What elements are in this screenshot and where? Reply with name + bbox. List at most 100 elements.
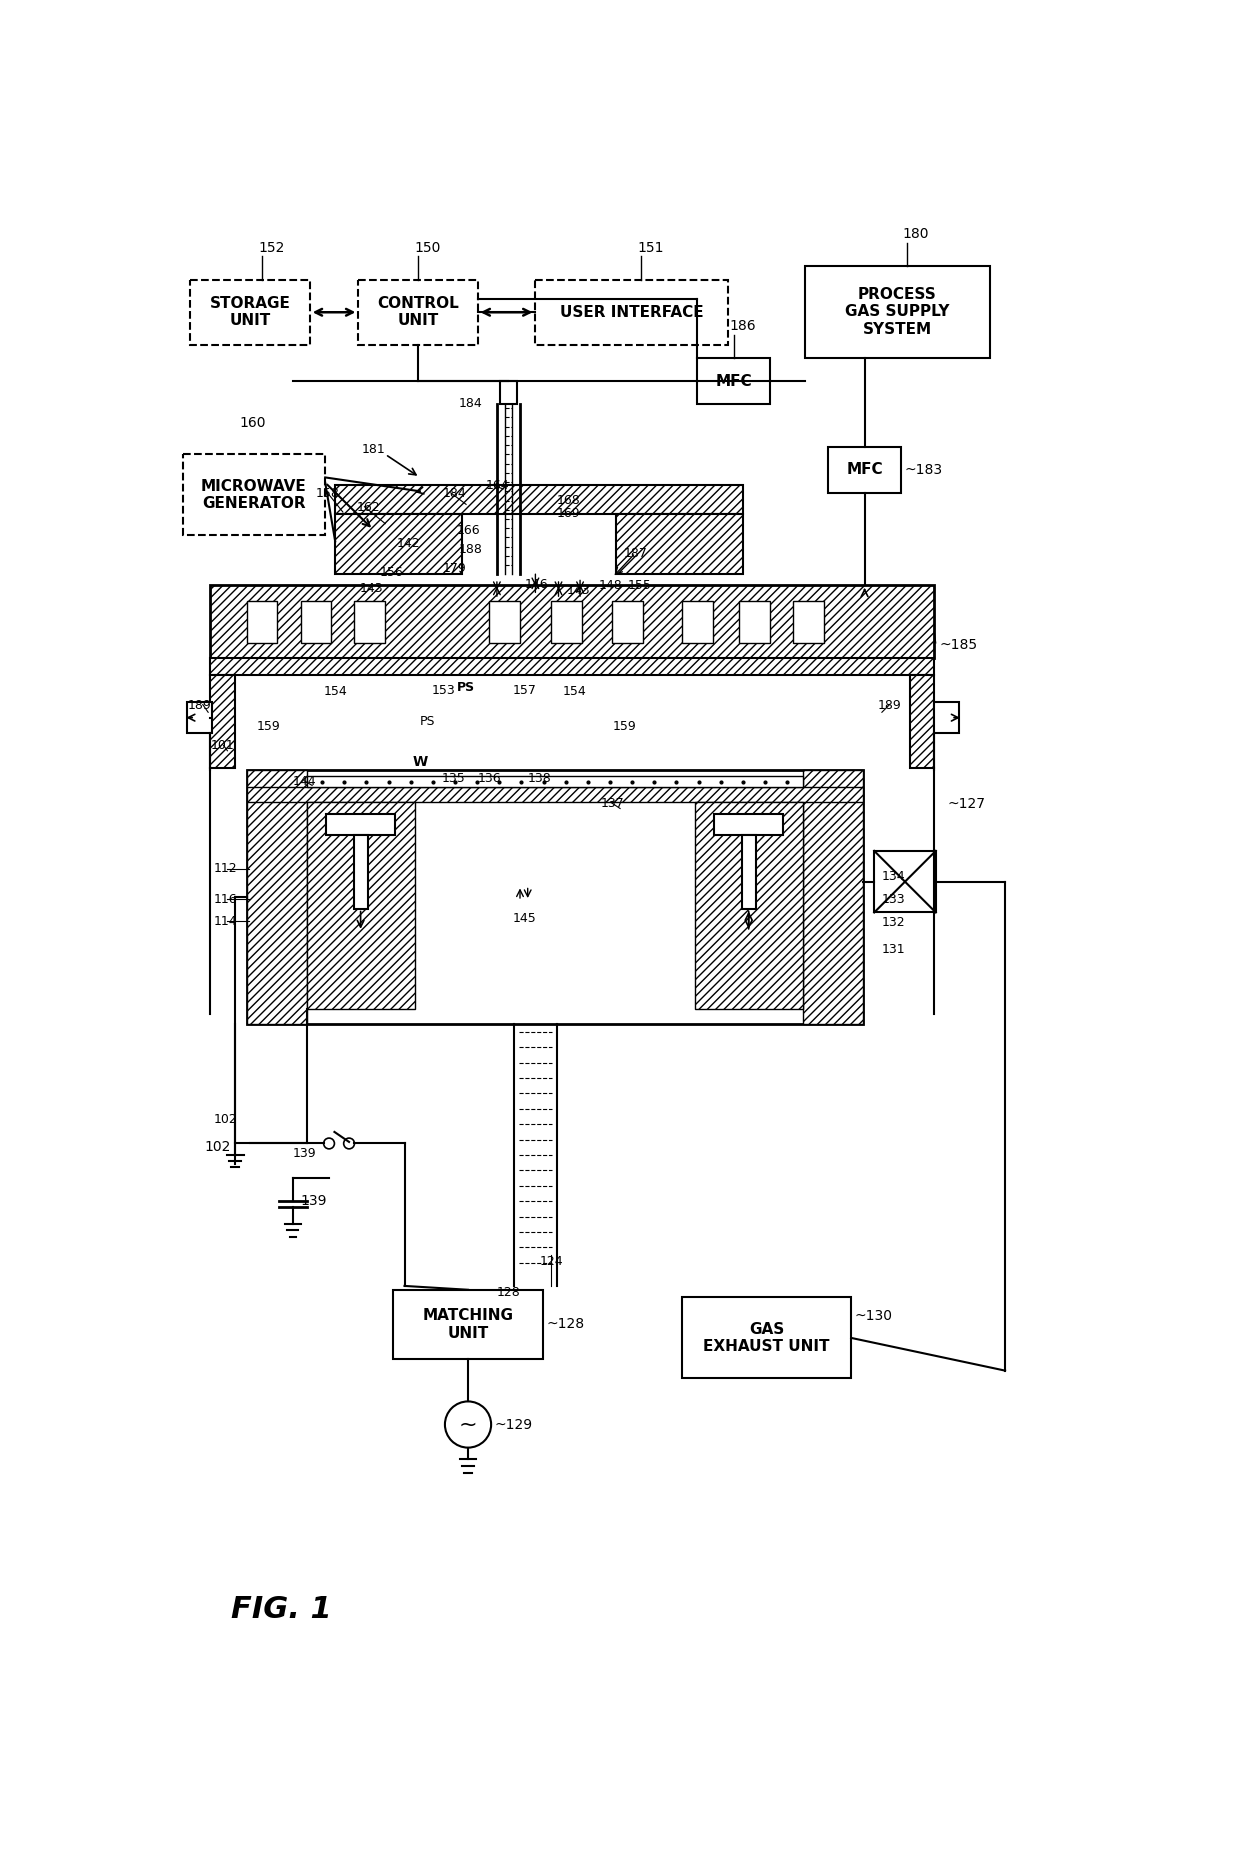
Text: 186: 186 [730,320,756,333]
Bar [742,836,755,908]
Bar [613,601,644,642]
Text: 136: 136 [477,772,501,785]
Bar [247,601,278,642]
Bar [355,601,386,642]
Text: 152: 152 [258,240,284,255]
Text: ~: ~ [459,1414,477,1435]
Bar [211,659,934,676]
Text: 132: 132 [882,916,905,929]
Text: 148: 148 [599,579,622,592]
Text: 137: 137 [601,797,625,810]
Bar [247,787,863,802]
Text: 160: 160 [239,415,267,430]
Bar [300,601,331,642]
Circle shape [445,1401,491,1448]
Text: STORAGE
UNIT: STORAGE UNIT [210,296,290,328]
Text: 146: 146 [525,577,548,590]
Bar [490,601,520,642]
Text: 189: 189 [878,700,901,713]
Bar [335,486,743,514]
Text: MICROWAVE
GENERATOR: MICROWAVE GENERATOR [201,478,306,512]
Text: 166: 166 [456,523,480,536]
Bar [536,279,728,344]
Text: W: W [412,756,428,769]
Text: 143: 143 [567,584,590,597]
Bar [874,850,936,912]
Text: 154: 154 [324,685,347,698]
Text: MFC: MFC [715,374,751,389]
Text: 102: 102 [205,1139,231,1154]
Text: 187: 187 [624,547,647,560]
Text: PROCESS
GAS SUPPLY
SYSTEM: PROCESS GAS SUPPLY SYSTEM [844,287,950,337]
Bar [306,776,802,787]
Bar [306,802,414,1009]
Text: 134: 134 [882,871,905,884]
Text: ~129: ~129 [495,1418,533,1431]
Text: 159: 159 [257,720,280,733]
Text: 139: 139 [293,1148,316,1159]
Text: 131: 131 [882,944,905,957]
Bar [794,601,825,642]
Bar [335,486,743,514]
Bar [393,1290,543,1359]
Bar [616,514,743,575]
Text: GAS
EXHAUST UNIT: GAS EXHAUST UNIT [703,1321,830,1355]
Text: 180: 180 [903,227,929,242]
Text: 179: 179 [443,562,466,575]
Bar [697,357,770,404]
Bar [306,802,414,1009]
Bar [211,676,236,769]
Bar [934,702,959,733]
Bar [714,813,784,836]
Bar [211,676,236,769]
Bar [500,382,517,404]
Text: 101: 101 [211,739,234,752]
Text: 112: 112 [213,862,237,875]
Text: ~130: ~130 [854,1308,893,1323]
Text: 133: 133 [882,893,905,906]
Circle shape [343,1139,355,1148]
Text: ~185: ~185 [940,638,978,651]
Bar [358,279,477,344]
Circle shape [324,1139,335,1148]
Bar [682,1297,851,1379]
Text: ~127: ~127 [947,797,986,811]
Bar [739,601,770,642]
Text: 143: 143 [360,582,383,596]
Text: 153: 153 [432,683,455,696]
Bar [802,770,863,1024]
Text: 138: 138 [528,772,552,785]
Bar [247,770,306,1024]
Bar [802,770,863,1024]
Text: 158: 158 [316,488,340,499]
Bar [682,601,713,642]
Text: 184: 184 [443,488,466,499]
Text: PS: PS [458,681,475,694]
Text: 159: 159 [613,720,636,733]
Text: 154: 154 [563,685,587,698]
Text: 151: 151 [637,240,663,255]
Text: 156: 156 [379,566,403,579]
Text: 150: 150 [414,240,440,255]
Bar [551,601,582,642]
Text: MATCHING
UNIT: MATCHING UNIT [423,1308,513,1340]
Text: 189: 189 [187,700,211,713]
Bar [326,813,396,836]
Bar [211,584,934,659]
Bar [335,514,463,575]
Text: ~128: ~128 [547,1318,585,1331]
Text: 181: 181 [362,443,386,456]
Bar [694,802,802,1009]
Text: PS: PS [420,715,435,728]
Text: 139: 139 [300,1193,327,1208]
Bar [616,514,743,575]
Text: FIG. 1: FIG. 1 [231,1595,332,1625]
Text: 164: 164 [485,478,508,491]
Bar [353,836,367,908]
Text: 184: 184 [459,396,482,409]
Text: 124: 124 [539,1254,563,1267]
Text: 114: 114 [213,916,237,929]
Bar [828,447,901,493]
Text: 157: 157 [512,683,536,696]
Text: 142: 142 [397,538,420,551]
